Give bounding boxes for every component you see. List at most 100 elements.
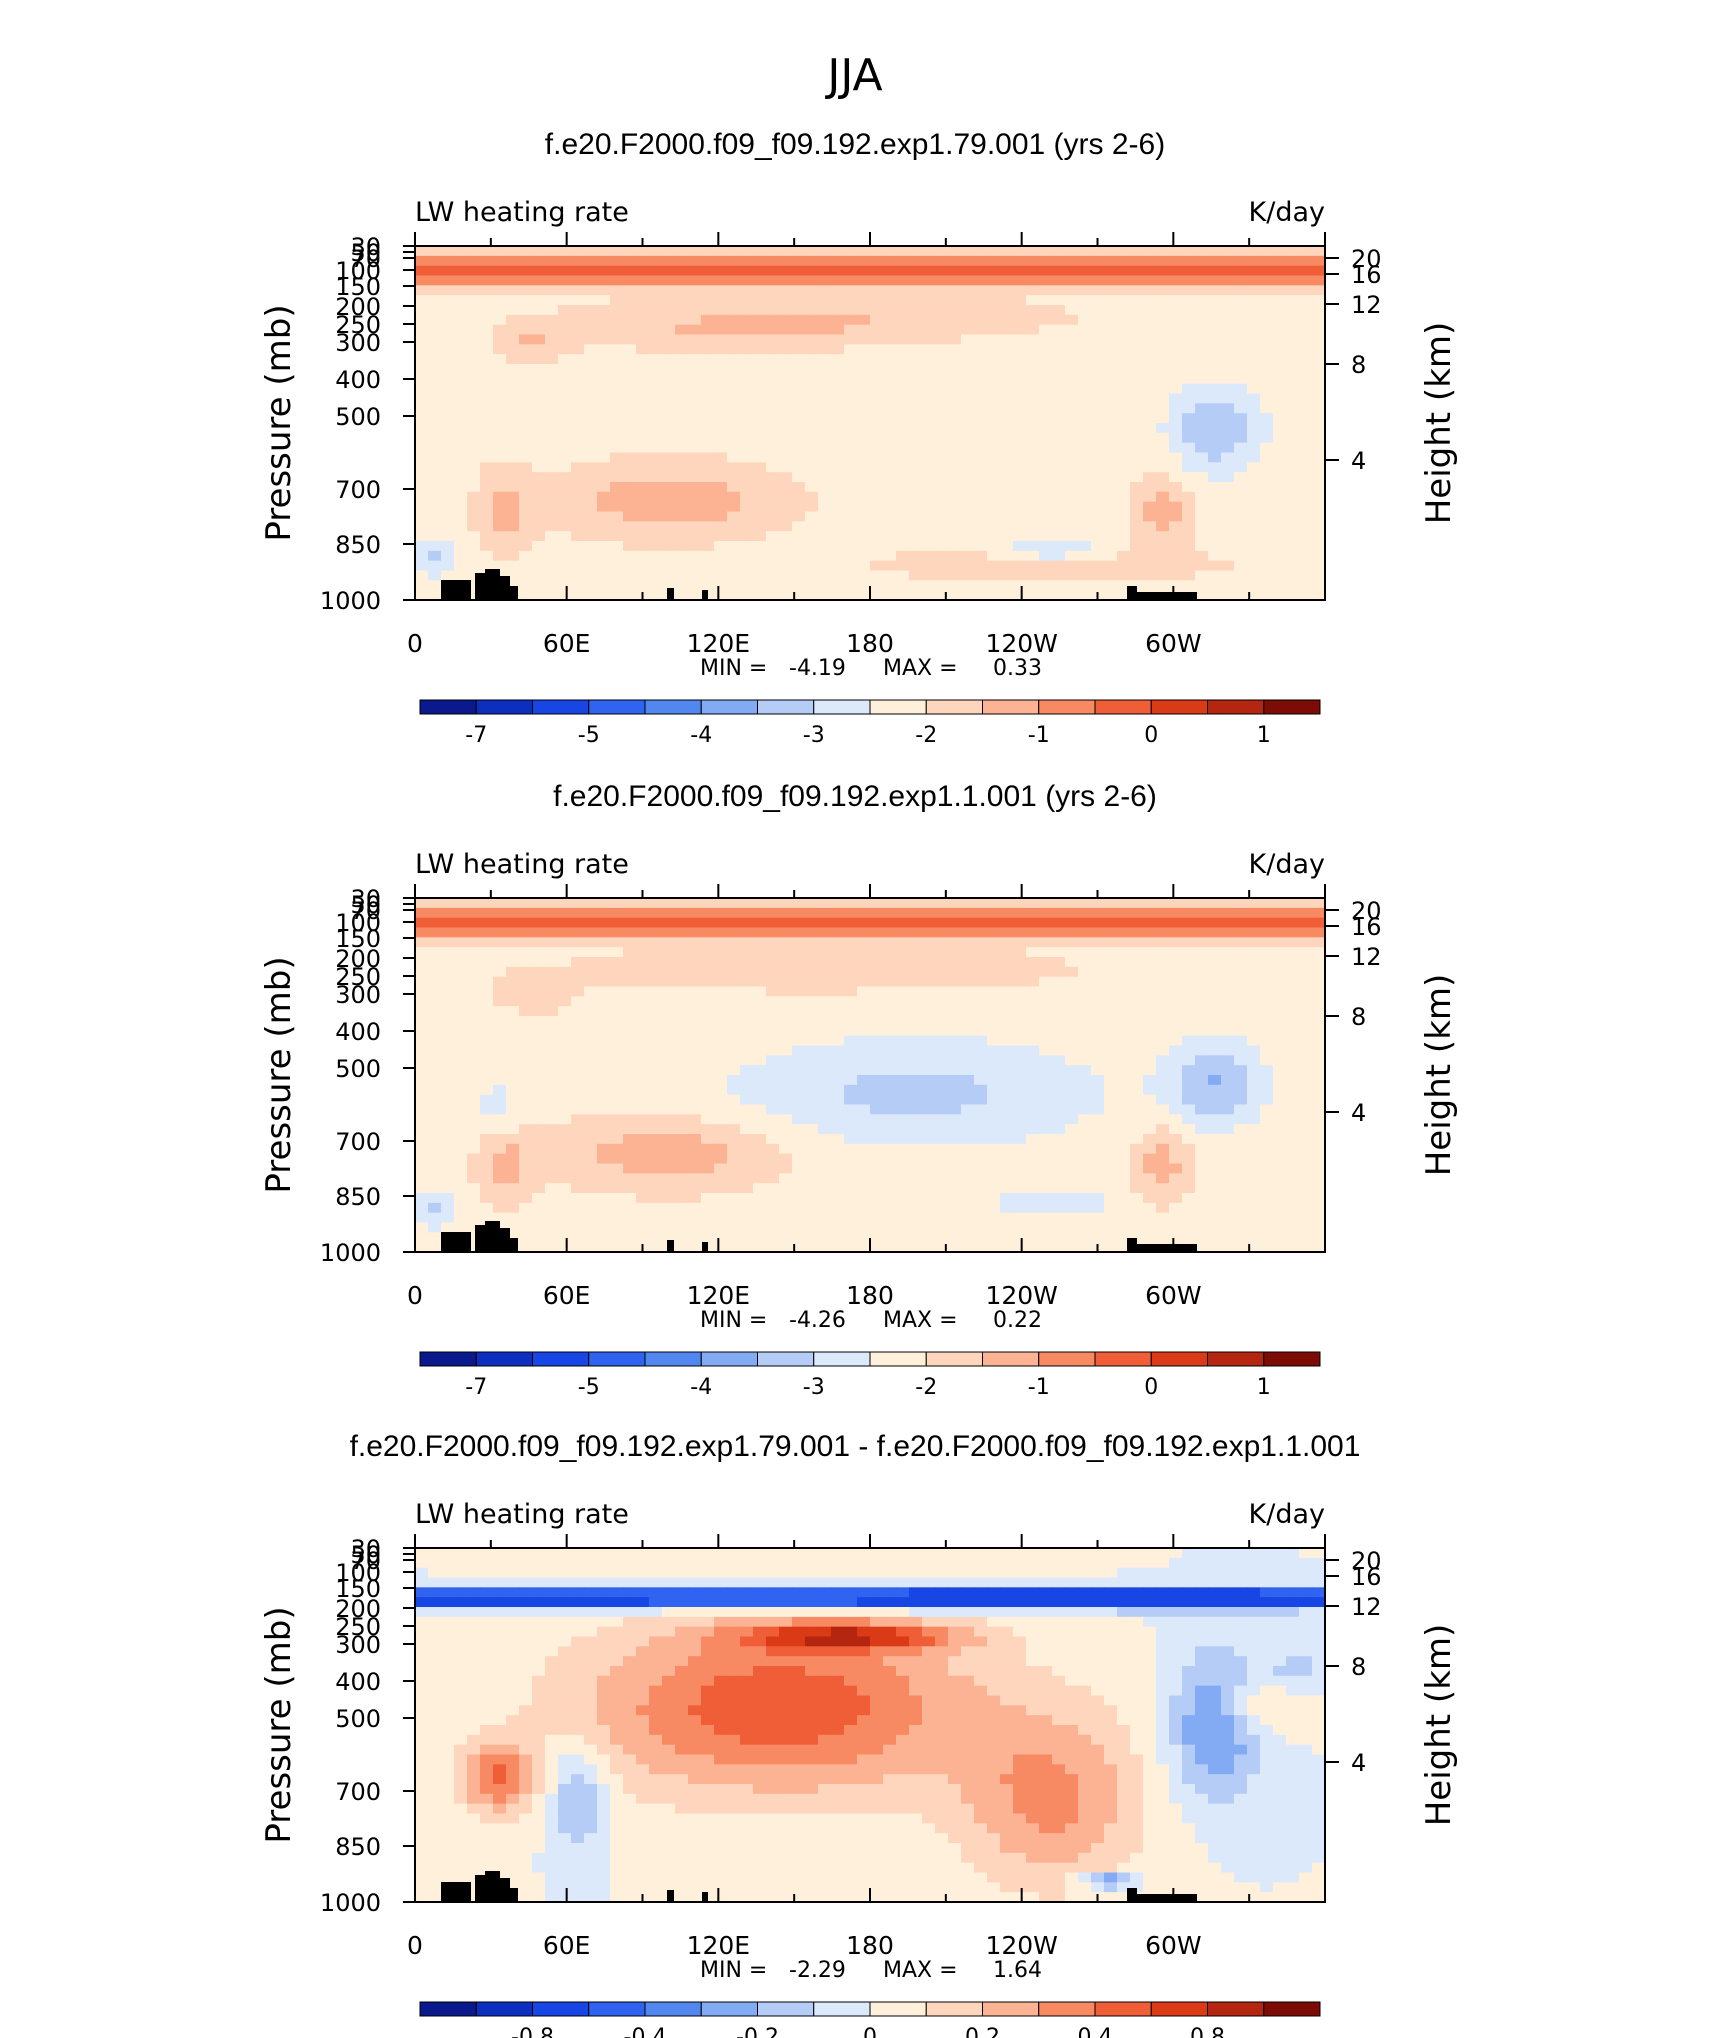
chart-cell [532, 966, 546, 978]
chart-cell [1247, 275, 1261, 286]
chart-cell [467, 324, 481, 336]
chart-cell [1000, 442, 1014, 454]
chart-cell [1039, 898, 1053, 909]
chart-cell [909, 1094, 923, 1106]
chart-cell [415, 521, 429, 532]
chart-cell [1013, 265, 1027, 277]
chart-cell [1273, 403, 1287, 414]
chart-cell [714, 1153, 728, 1165]
chart-cell [623, 1134, 637, 1145]
chart-cell [948, 1045, 962, 1056]
chart-cell [779, 976, 793, 988]
chart-cell [1065, 1075, 1079, 1086]
chart-cell [701, 1084, 715, 1096]
chart-cell [909, 570, 923, 581]
chart-cell [584, 285, 598, 296]
chart-cell [558, 937, 572, 948]
chart-cell [870, 1075, 884, 1086]
chart-cell [805, 403, 819, 414]
chart-cell [1273, 521, 1287, 532]
chart-cell [545, 246, 559, 257]
chart-cell [818, 285, 832, 296]
chart-cell [532, 1075, 546, 1086]
chart-cell [506, 354, 520, 365]
chart-cell [1104, 550, 1118, 562]
chart-cell [649, 986, 663, 997]
chart-cell [1143, 295, 1157, 306]
chart-cell [558, 393, 572, 404]
chart-cell [506, 1163, 520, 1174]
chart-cell [792, 570, 806, 581]
chart-cell [1052, 324, 1066, 336]
chart-cell [714, 501, 728, 513]
chart-cell [1143, 966, 1157, 978]
chart-cell [766, 462, 780, 473]
chart-cell [844, 432, 858, 444]
chart-cell [1065, 1084, 1079, 1096]
chart-cell [506, 570, 520, 581]
chart-cell [1104, 442, 1118, 454]
chart-cell [1078, 246, 1092, 257]
chart-cell [740, 917, 754, 929]
chart-cell [987, 898, 1001, 909]
chart-cell [935, 1025, 949, 1037]
chart-cell [649, 324, 663, 336]
chart-cell [558, 1104, 572, 1115]
chart-cell [766, 1222, 780, 1233]
chart-cell [753, 364, 767, 375]
chart-cell [545, 1163, 559, 1174]
chart-cell [792, 442, 806, 454]
chart-cell [1182, 550, 1196, 562]
chart-cell [948, 334, 962, 345]
chart-cell [727, 541, 741, 552]
chart-cell [558, 1183, 572, 1194]
chart-cell [727, 927, 741, 938]
chart-cell [1091, 364, 1105, 375]
chart-cell [1026, 462, 1040, 473]
chart-cell [948, 344, 962, 355]
chart-cell [922, 1212, 936, 1224]
chart-cell [584, 393, 598, 404]
chart-cell [467, 1016, 481, 1027]
chart-cell [1013, 1163, 1027, 1174]
chart-cell [623, 1153, 637, 1165]
chart-cell [805, 305, 819, 316]
chart-cell [1117, 986, 1131, 997]
chart-cell [1247, 590, 1261, 601]
chart-cell [1221, 917, 1235, 929]
chart-cell [1234, 462, 1248, 473]
chart-cell [987, 550, 1001, 562]
chart-cell [480, 511, 494, 522]
chart-cell [714, 570, 728, 581]
chart-cell [870, 1193, 884, 1204]
chart-cell [1247, 1084, 1261, 1096]
chart-cell [415, 996, 429, 1007]
chart-cell [753, 1114, 767, 1125]
chart-cell [857, 482, 871, 493]
chart-cell [571, 1202, 585, 1214]
chart-cell [675, 996, 689, 1007]
chart-cell [1247, 1183, 1261, 1194]
chart-cell [961, 986, 975, 997]
chart-cell [740, 947, 754, 958]
chart-cell [896, 482, 910, 493]
chart-cell [636, 482, 650, 493]
chart-cell [766, 1212, 780, 1224]
chart-cell [727, 472, 741, 483]
chart-cell [818, 1193, 832, 1204]
chart-cell [935, 334, 949, 345]
chart-cell [1312, 423, 1326, 434]
chart-cell [857, 314, 871, 326]
chart-cell [974, 432, 988, 444]
chart-cell [1169, 937, 1183, 948]
chart-cell [454, 1006, 468, 1017]
chart-cell [571, 1212, 585, 1224]
chart-cell [1117, 462, 1131, 473]
chart-cell [454, 917, 468, 929]
chart-cell [1117, 364, 1131, 375]
chart-cell [792, 898, 806, 909]
chart-cell [610, 947, 624, 958]
chart-cell [1091, 255, 1105, 267]
chart-cell [766, 907, 780, 919]
chart-cell [779, 531, 793, 542]
